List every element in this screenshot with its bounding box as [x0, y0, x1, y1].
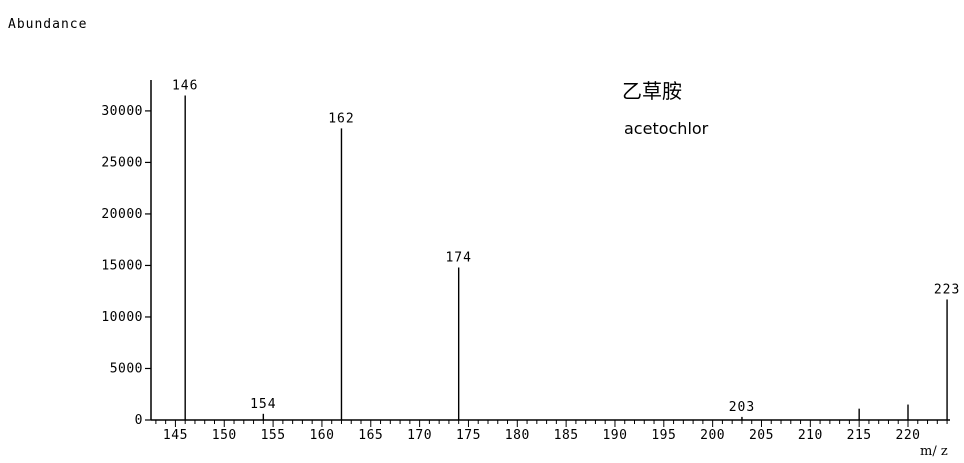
x-tick-label: 185 — [554, 428, 579, 443]
y-tick-label: 20000 — [101, 207, 143, 222]
x-tick-label: 200 — [700, 428, 725, 443]
x-tick-label: 220 — [896, 428, 921, 443]
x-tick-label: 205 — [749, 428, 774, 443]
x-tick-label: 215 — [847, 428, 872, 443]
y-tick-label: 30000 — [101, 104, 143, 119]
x-tick-label: 170 — [407, 428, 432, 443]
x-tick-label: 150 — [212, 428, 237, 443]
x-tick-label: 175 — [456, 428, 481, 443]
peak-label: 203 — [729, 400, 755, 415]
x-tick-label: 210 — [798, 428, 823, 443]
peak-label: 154 — [250, 397, 276, 412]
x-tick-label: 190 — [602, 428, 627, 443]
x-axis-label: m/ z — [920, 444, 948, 459]
chart-subtitle: acetochlor — [624, 119, 709, 138]
x-axis-ticks: 145 150 155 160 165 170 175 180 185 190 195 200 205 2… — [155, 420, 948, 443]
x-tick-label: 195 — [651, 428, 676, 443]
y-tick-label: 5000 — [110, 361, 143, 376]
y-axis-ticks: 0 5000 10000 15000 20000 25000 30000 — [101, 104, 151, 428]
peak-label: 162 — [328, 111, 354, 126]
x-tick-label: 145 — [163, 428, 188, 443]
x-tick-label: 160 — [309, 428, 334, 443]
y-tick-label: 15000 — [101, 258, 143, 273]
peak-series: 146 154 162 174 203 223 — [172, 78, 960, 420]
y-tick-label: 0 — [135, 413, 143, 428]
x-tick-label: 155 — [261, 428, 286, 443]
peak-label: 146 — [172, 78, 198, 93]
x-tick-label: 180 — [505, 428, 530, 443]
peak-label: 174 — [445, 251, 471, 266]
x-tick-label: 165 — [358, 428, 383, 443]
peak-label: 223 — [934, 282, 960, 297]
chart-title: 乙草胺 — [622, 79, 682, 103]
y-tick-label: 10000 — [101, 310, 143, 325]
y-tick-label: 25000 — [101, 155, 143, 170]
y-axis-label: Abundance — [8, 17, 87, 32]
